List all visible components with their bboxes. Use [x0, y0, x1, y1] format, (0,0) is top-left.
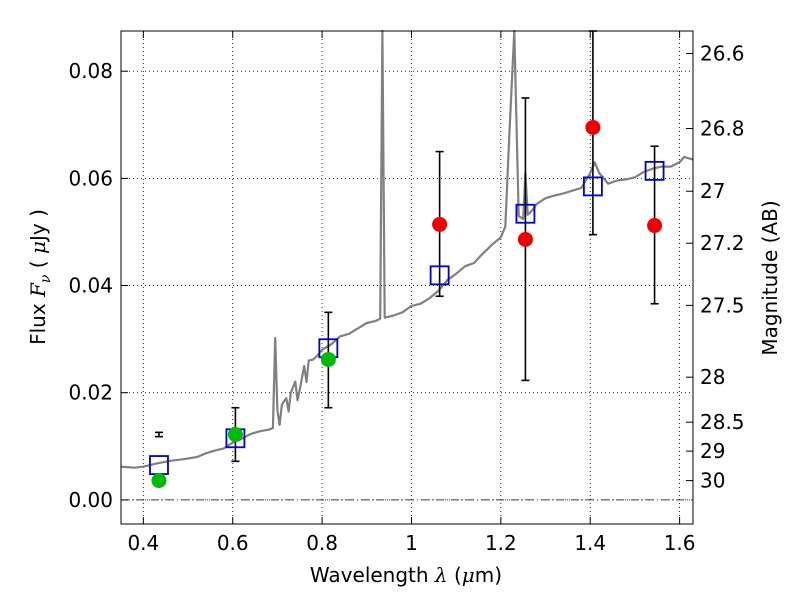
observed-flux-point: [227, 427, 243, 443]
model-flux-square-marker: [644, 160, 665, 181]
y2-tick-label: 27.2: [700, 231, 745, 255]
ticks-layer: 0.4 0.6 0.8 1 1.2 1.4 1.6 0.00 0.02 0.04 0.06 0.08 2…: [68, 31, 745, 555]
x-tick-label: 1.6: [664, 531, 696, 555]
x-axis-label: Wavelength λ (μm): [310, 563, 502, 587]
x-tick-label: 1.2: [485, 531, 517, 555]
y-tick-label: 0.04: [68, 274, 113, 298]
markers-layer: [149, 119, 665, 489]
y-tick-label: 0.08: [68, 59, 113, 83]
observed-flux-point: [320, 351, 336, 367]
y-tick-label: 0.02: [68, 381, 113, 405]
observed-flux-point: [647, 218, 663, 234]
observed-flux-point: [151, 473, 167, 489]
x-tick-label: 0.4: [127, 531, 159, 555]
y2-tick-label: 27.5: [700, 293, 745, 317]
x-tick-label: 0.8: [306, 531, 338, 555]
y2-tick-label: 27: [700, 179, 725, 203]
observed-flux-point: [585, 119, 601, 135]
y2-tick-label: 26.6: [700, 42, 745, 66]
y2-axis-label: Magnitude (AB): [758, 200, 782, 355]
plot-frame: [120, 30, 694, 525]
x-tick-label: 1.4: [574, 531, 606, 555]
sed-model-layer: [120, 29, 694, 469]
model-flux-square-marker: [515, 203, 536, 224]
y2-tick-label: 29: [700, 439, 725, 463]
model-flux-square-marker: [429, 265, 450, 286]
y2-tick-label: 28: [700, 365, 725, 389]
x-tick-label: 0.6: [217, 531, 249, 555]
y2-tick-label: 26.8: [700, 117, 745, 141]
y-axis-label: Flux Fν ( μJy ): [26, 209, 54, 345]
x-tick-label: 1: [405, 531, 418, 555]
y-tick-label: 0.00: [68, 488, 113, 512]
y2-tick-label: 30: [700, 469, 725, 493]
y2-tick-label: 28.5: [700, 410, 745, 434]
sed-model-line: [120, 29, 694, 469]
observed-flux-point: [432, 216, 448, 232]
model-flux-square-marker: [583, 176, 603, 197]
observed-flux-point: [517, 231, 533, 247]
y-tick-label: 0.06: [68, 166, 113, 190]
